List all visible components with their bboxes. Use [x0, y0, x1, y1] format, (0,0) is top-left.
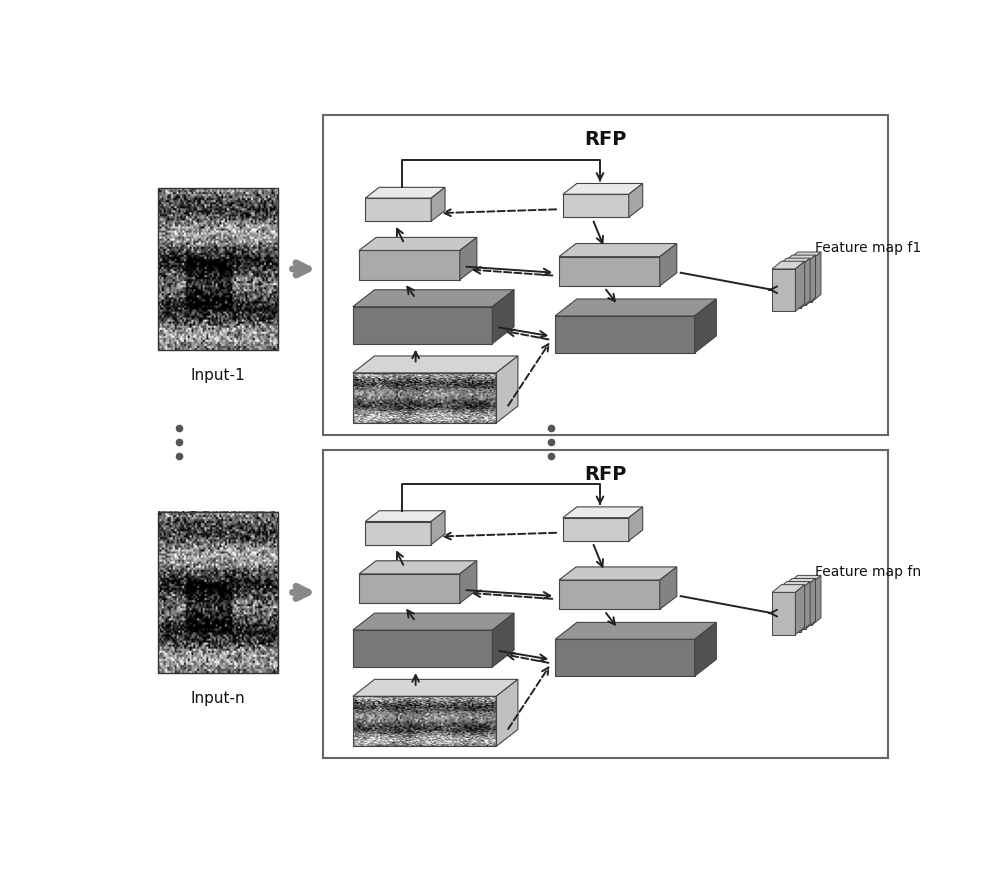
Polygon shape — [460, 561, 477, 603]
FancyBboxPatch shape — [323, 116, 888, 435]
Polygon shape — [555, 640, 695, 676]
Polygon shape — [783, 587, 806, 629]
Polygon shape — [359, 574, 460, 603]
Polygon shape — [359, 561, 477, 574]
Polygon shape — [460, 238, 477, 281]
Polygon shape — [496, 356, 518, 423]
Polygon shape — [772, 262, 805, 269]
Polygon shape — [365, 188, 445, 199]
Polygon shape — [788, 253, 821, 261]
Polygon shape — [492, 290, 514, 344]
Polygon shape — [795, 585, 805, 635]
Polygon shape — [555, 316, 695, 354]
Polygon shape — [365, 199, 431, 222]
Polygon shape — [555, 300, 716, 316]
Polygon shape — [431, 511, 445, 545]
Text: Input-n: Input-n — [191, 690, 245, 706]
Polygon shape — [660, 567, 677, 609]
Text: RFP: RFP — [584, 129, 627, 149]
Polygon shape — [783, 579, 816, 587]
Polygon shape — [492, 614, 514, 667]
Polygon shape — [353, 290, 514, 308]
Polygon shape — [359, 251, 460, 281]
Polygon shape — [778, 259, 810, 267]
Polygon shape — [353, 356, 518, 374]
Polygon shape — [783, 255, 816, 263]
Polygon shape — [559, 580, 660, 609]
Polygon shape — [772, 269, 795, 312]
Text: Feature map f1: Feature map f1 — [815, 241, 921, 255]
Polygon shape — [783, 263, 806, 306]
Polygon shape — [359, 238, 477, 251]
Polygon shape — [431, 188, 445, 222]
Polygon shape — [365, 522, 431, 545]
Polygon shape — [801, 582, 810, 632]
Text: Input-1: Input-1 — [191, 368, 245, 382]
Polygon shape — [778, 582, 810, 589]
Polygon shape — [801, 259, 810, 308]
Polygon shape — [778, 589, 801, 632]
Polygon shape — [806, 579, 816, 629]
Polygon shape — [660, 244, 677, 287]
Text: Feature map fn: Feature map fn — [815, 564, 921, 578]
Polygon shape — [695, 623, 716, 676]
Polygon shape — [555, 623, 716, 640]
Polygon shape — [629, 184, 643, 218]
Polygon shape — [559, 244, 677, 257]
Polygon shape — [812, 576, 821, 626]
Polygon shape — [795, 262, 805, 312]
Polygon shape — [563, 518, 629, 541]
Polygon shape — [563, 195, 629, 218]
Polygon shape — [772, 585, 805, 593]
Polygon shape — [812, 253, 821, 302]
Polygon shape — [353, 614, 514, 630]
Polygon shape — [496, 680, 518, 746]
Polygon shape — [629, 507, 643, 541]
Polygon shape — [353, 680, 518, 696]
Polygon shape — [353, 308, 492, 344]
Polygon shape — [772, 593, 795, 635]
Polygon shape — [778, 267, 801, 308]
Polygon shape — [806, 255, 816, 306]
Polygon shape — [559, 567, 677, 580]
Polygon shape — [559, 257, 660, 287]
Polygon shape — [563, 184, 643, 195]
Polygon shape — [563, 507, 643, 518]
Polygon shape — [788, 583, 812, 626]
FancyBboxPatch shape — [323, 450, 888, 758]
Polygon shape — [365, 511, 445, 522]
Polygon shape — [788, 261, 812, 302]
Text: RFP: RFP — [584, 464, 627, 483]
Polygon shape — [788, 576, 821, 583]
Polygon shape — [695, 300, 716, 354]
Polygon shape — [353, 630, 492, 667]
